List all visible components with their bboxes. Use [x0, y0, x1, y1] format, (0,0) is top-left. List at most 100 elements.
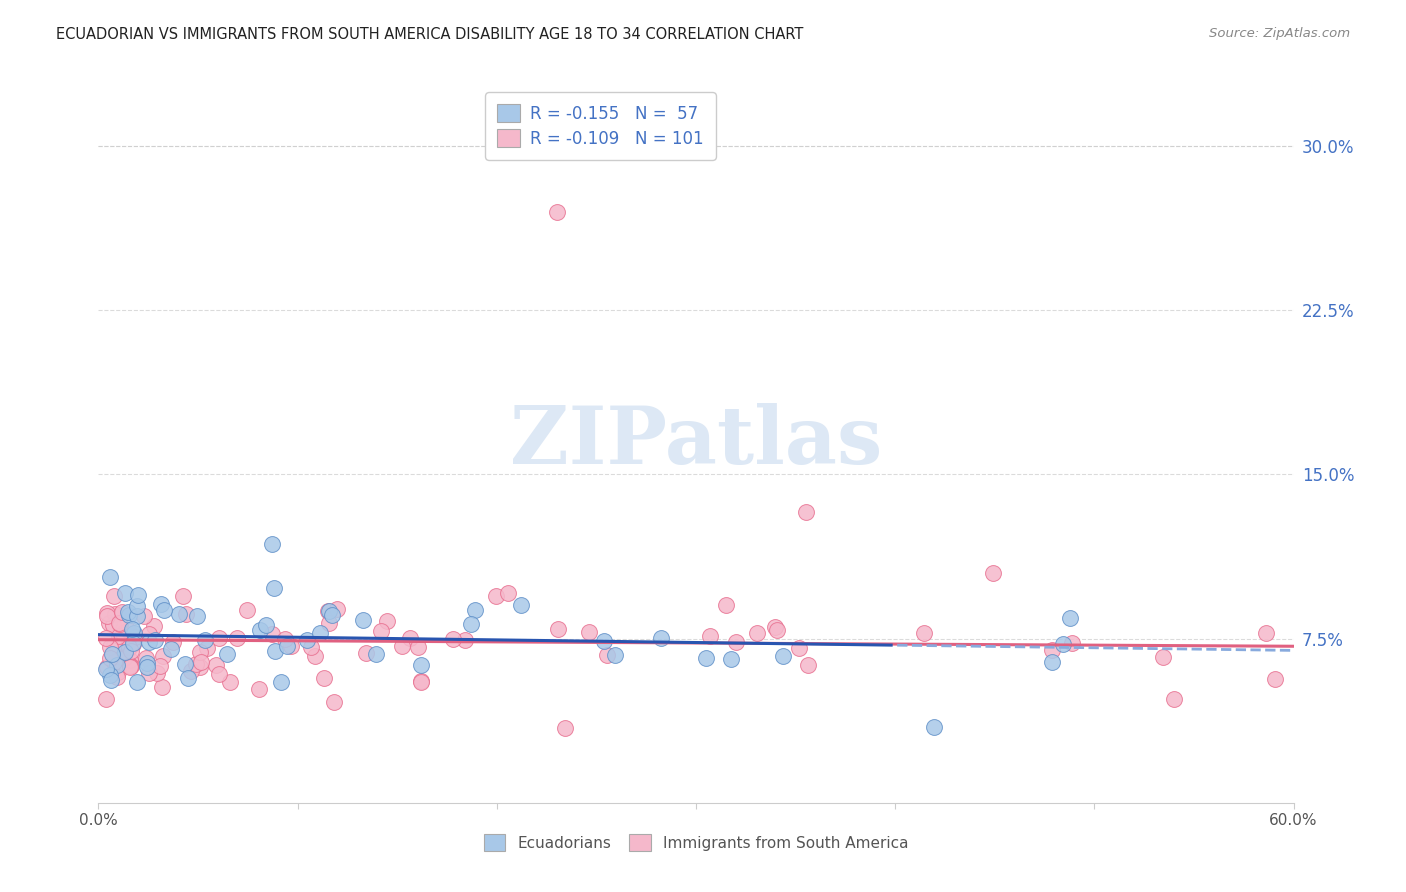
- Point: [111, 644, 134, 658]
- Point: [121, 622, 143, 636]
- Point: [124, 630, 146, 644]
- Point: [159, 642, 181, 657]
- Point: [299, 640, 322, 654]
- Point: [174, 607, 197, 621]
- Point: [103, 639, 125, 653]
- Point: [186, 608, 208, 623]
- Point: [323, 695, 346, 709]
- Point: [295, 632, 318, 647]
- Point: [120, 644, 142, 658]
- Point: [763, 620, 786, 634]
- Point: [326, 602, 349, 616]
- Point: [114, 585, 136, 599]
- Point: [304, 648, 326, 663]
- Point: [177, 672, 200, 686]
- Point: [354, 646, 377, 660]
- Text: ECUADORIAN VS IMMIGRANTS FROM SOUTH AMERICA DISABILITY AGE 18 TO 34 CORRELATION : ECUADORIAN VS IMMIGRANTS FROM SOUTH AMER…: [56, 27, 804, 42]
- Point: [117, 640, 139, 655]
- Point: [554, 721, 576, 735]
- Point: [96, 662, 118, 676]
- Point: [314, 671, 336, 685]
- Point: [981, 566, 1004, 580]
- Point: [121, 636, 143, 650]
- Point: [117, 623, 139, 637]
- Point: [1163, 692, 1185, 706]
- Point: [454, 632, 477, 647]
- Point: [765, 624, 787, 638]
- Point: [603, 648, 626, 662]
- Point: [460, 617, 482, 632]
- Point: [107, 665, 129, 679]
- Point: [1060, 636, 1083, 650]
- Point: [136, 656, 159, 670]
- Point: [318, 616, 340, 631]
- Point: [136, 660, 159, 674]
- Point: [485, 589, 508, 603]
- Point: [510, 598, 533, 612]
- Point: [366, 647, 388, 661]
- Point: [108, 616, 131, 631]
- Point: [714, 598, 737, 612]
- Point: [411, 674, 433, 689]
- Point: [578, 625, 600, 640]
- Point: [409, 675, 432, 690]
- Point: [208, 667, 231, 681]
- Point: [922, 720, 945, 734]
- Text: ZIPatlas: ZIPatlas: [510, 402, 882, 481]
- Point: [596, 648, 619, 662]
- Point: [152, 649, 174, 664]
- Point: [280, 639, 302, 653]
- Point: [352, 613, 374, 627]
- Point: [263, 581, 285, 595]
- Point: [264, 644, 287, 658]
- Point: [98, 616, 121, 631]
- Point: [399, 631, 422, 645]
- Point: [1264, 672, 1286, 686]
- Point: [262, 536, 284, 550]
- Point: [174, 657, 197, 672]
- Point: [103, 655, 125, 669]
- Point: [108, 616, 131, 631]
- Point: [100, 673, 122, 687]
- Point: [650, 631, 672, 645]
- Point: [260, 626, 283, 640]
- Point: [276, 639, 298, 653]
- Point: [98, 640, 121, 654]
- Point: [720, 652, 742, 666]
- Point: [370, 624, 392, 639]
- Point: [197, 640, 219, 655]
- Point: [411, 657, 433, 672]
- Point: [316, 604, 339, 618]
- Point: [188, 645, 211, 659]
- Point: [142, 619, 165, 633]
- Point: [127, 588, 149, 602]
- Point: [254, 618, 277, 632]
- Legend: Ecuadorians, Immigrants from South America: Ecuadorians, Immigrants from South Ameri…: [474, 825, 918, 860]
- Point: [794, 505, 817, 519]
- Point: [105, 670, 128, 684]
- Point: [249, 623, 271, 637]
- Point: [100, 648, 122, 662]
- Point: [105, 658, 128, 673]
- Point: [127, 608, 149, 623]
- Point: [547, 622, 569, 636]
- Point: [464, 603, 486, 617]
- Point: [135, 651, 157, 665]
- Point: [208, 632, 231, 646]
- Point: [747, 625, 769, 640]
- Point: [408, 640, 430, 655]
- Point: [225, 631, 247, 645]
- Point: [391, 639, 413, 653]
- Point: [149, 659, 172, 673]
- Point: [1052, 637, 1074, 651]
- Point: [441, 632, 464, 646]
- Point: [112, 650, 135, 665]
- Point: [186, 657, 208, 671]
- Point: [152, 680, 174, 694]
- Point: [318, 604, 340, 618]
- Point: [789, 640, 811, 655]
- Point: [496, 586, 519, 600]
- Point: [138, 665, 160, 680]
- Text: Source: ZipAtlas.com: Source: ZipAtlas.com: [1209, 27, 1350, 40]
- Point: [321, 607, 343, 622]
